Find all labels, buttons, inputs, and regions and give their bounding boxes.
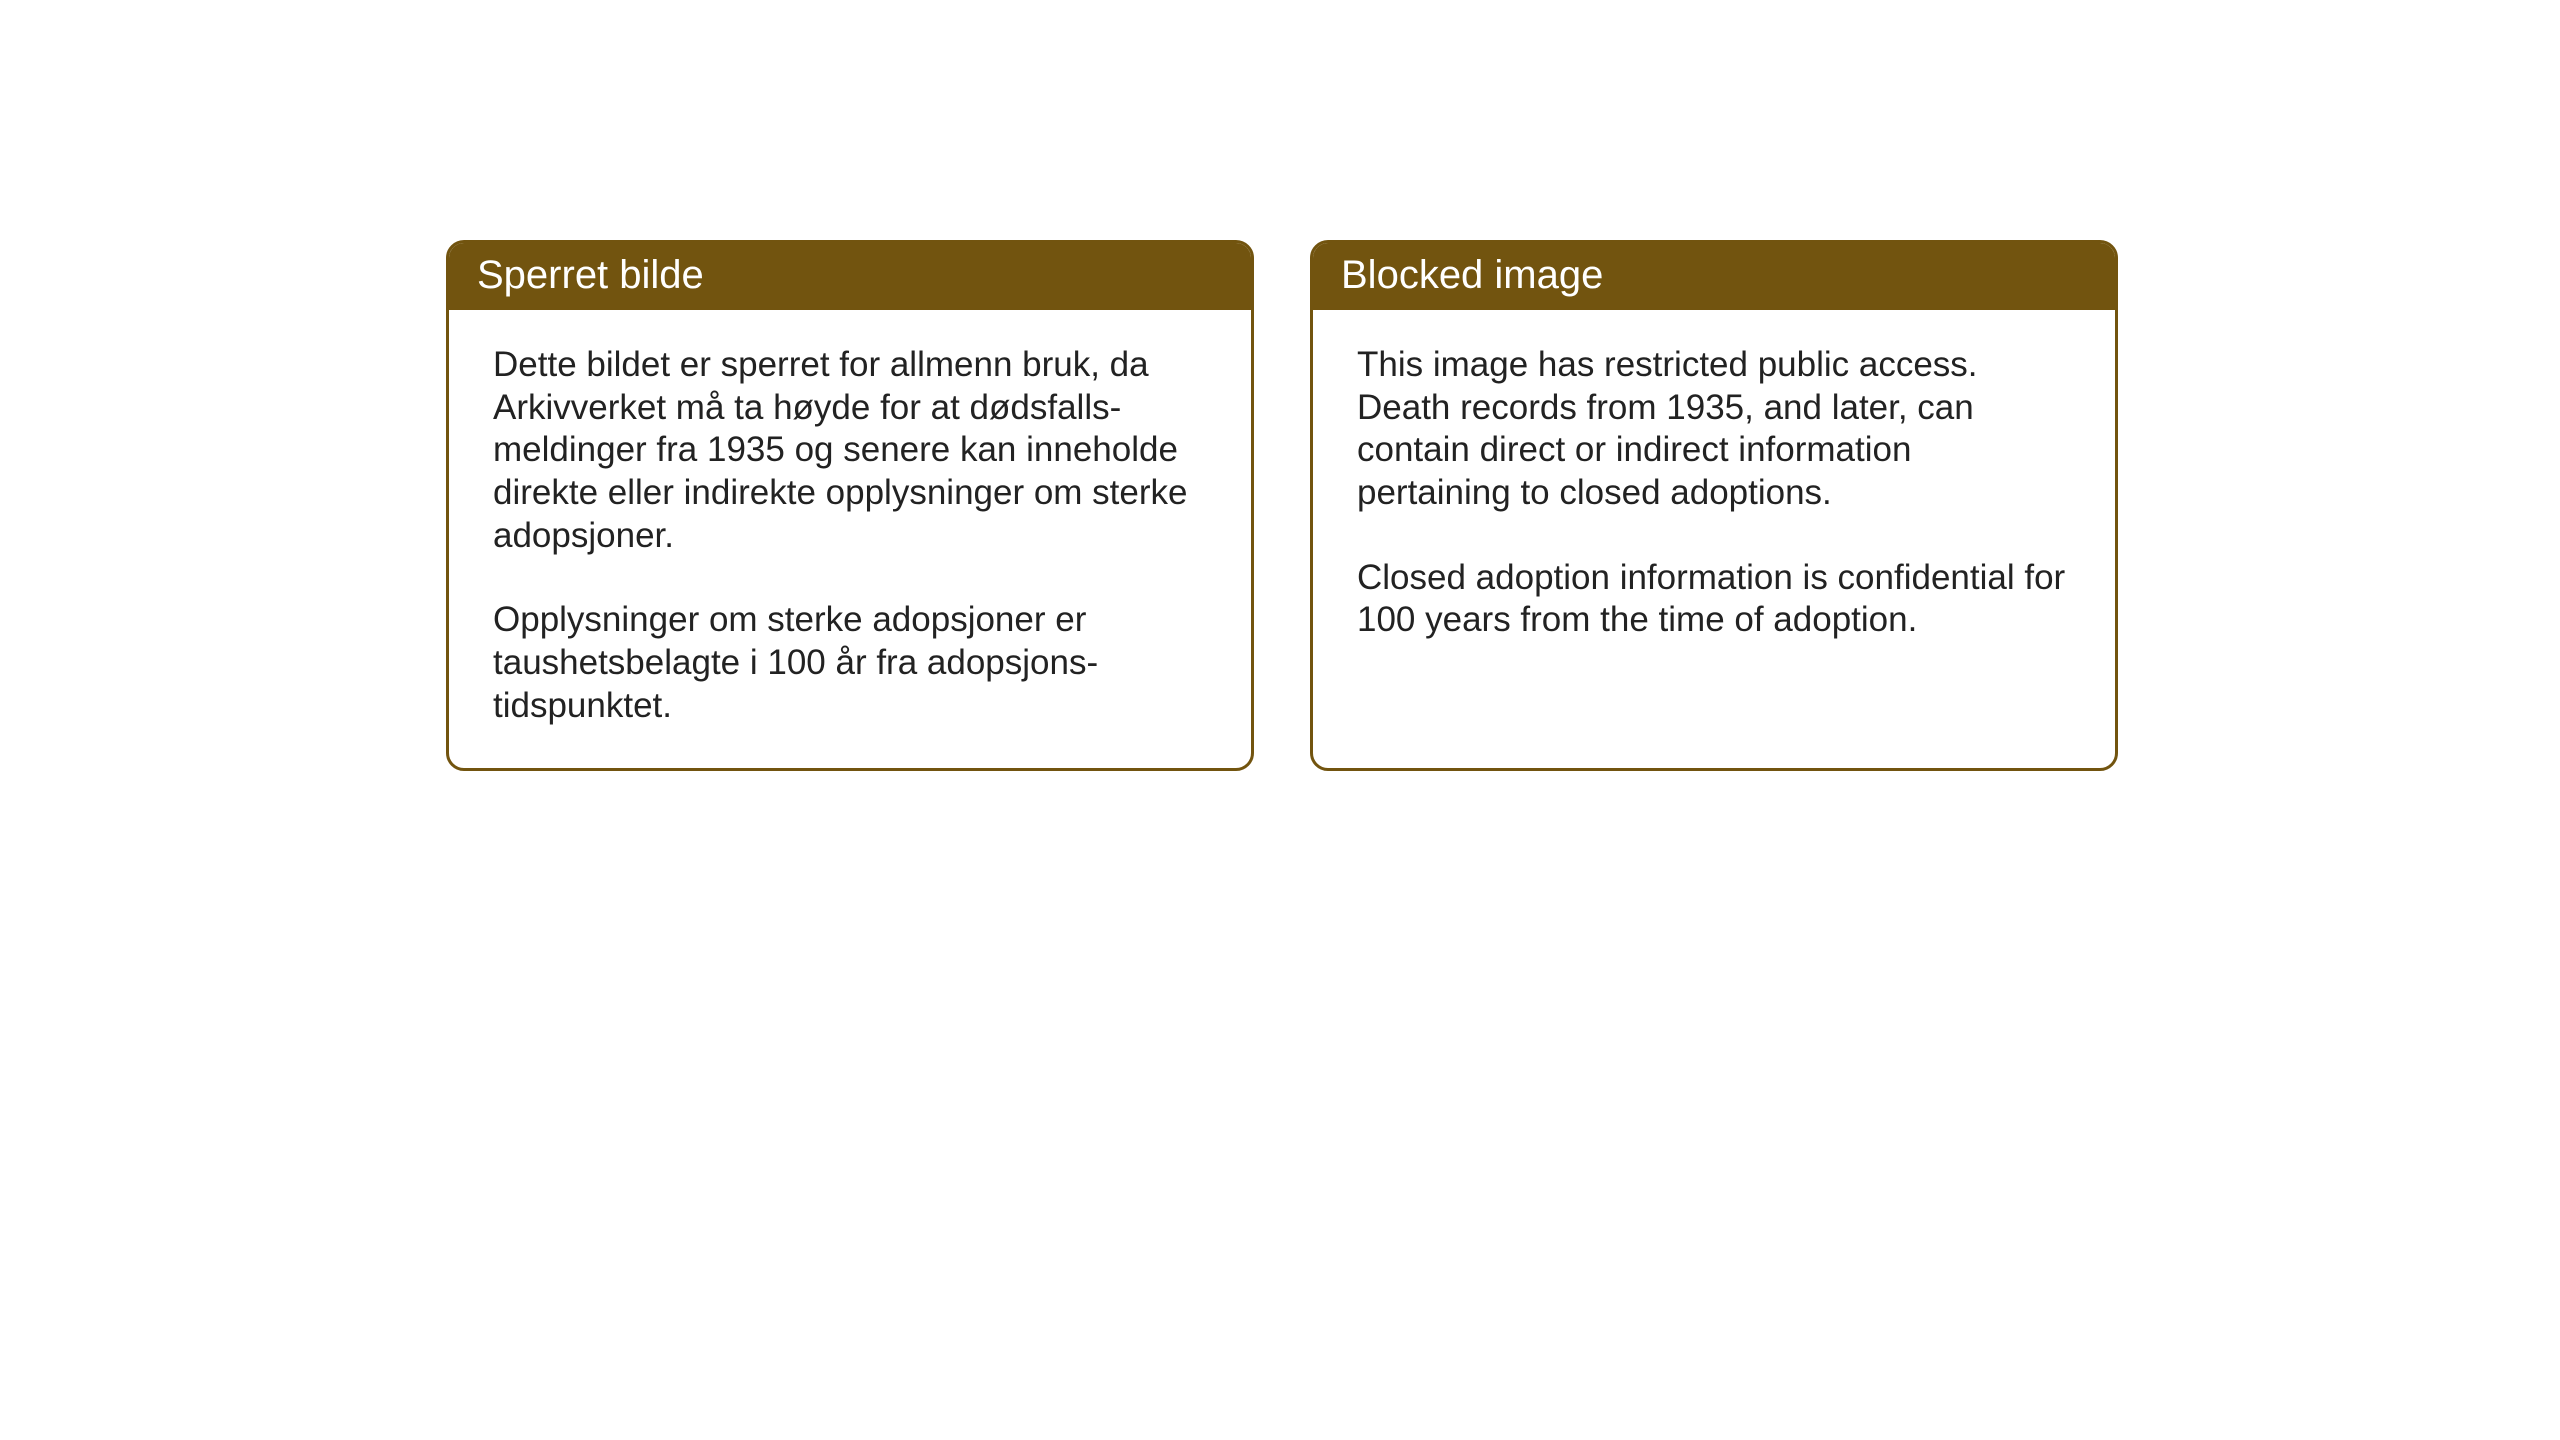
- card-paragraph: Opplysninger om sterke adopsjoner er tau…: [493, 599, 1207, 727]
- card-title-english: Blocked image: [1313, 243, 2115, 310]
- card-body-norwegian: Dette bildet er sperret for allmenn bruk…: [449, 310, 1251, 768]
- card-body-english: This image has restricted public access.…: [1313, 310, 2115, 746]
- card-paragraph: Dette bildet er sperret for allmenn bruk…: [493, 344, 1207, 557]
- notice-card-english: Blocked image This image has restricted …: [1310, 240, 2118, 771]
- notice-card-norwegian: Sperret bilde Dette bildet er sperret fo…: [446, 240, 1254, 771]
- notice-cards-container: Sperret bilde Dette bildet er sperret fo…: [446, 240, 2118, 771]
- card-title-norwegian: Sperret bilde: [449, 243, 1251, 310]
- card-paragraph: This image has restricted public access.…: [1357, 344, 2071, 515]
- card-paragraph: Closed adoption information is confident…: [1357, 557, 2071, 642]
